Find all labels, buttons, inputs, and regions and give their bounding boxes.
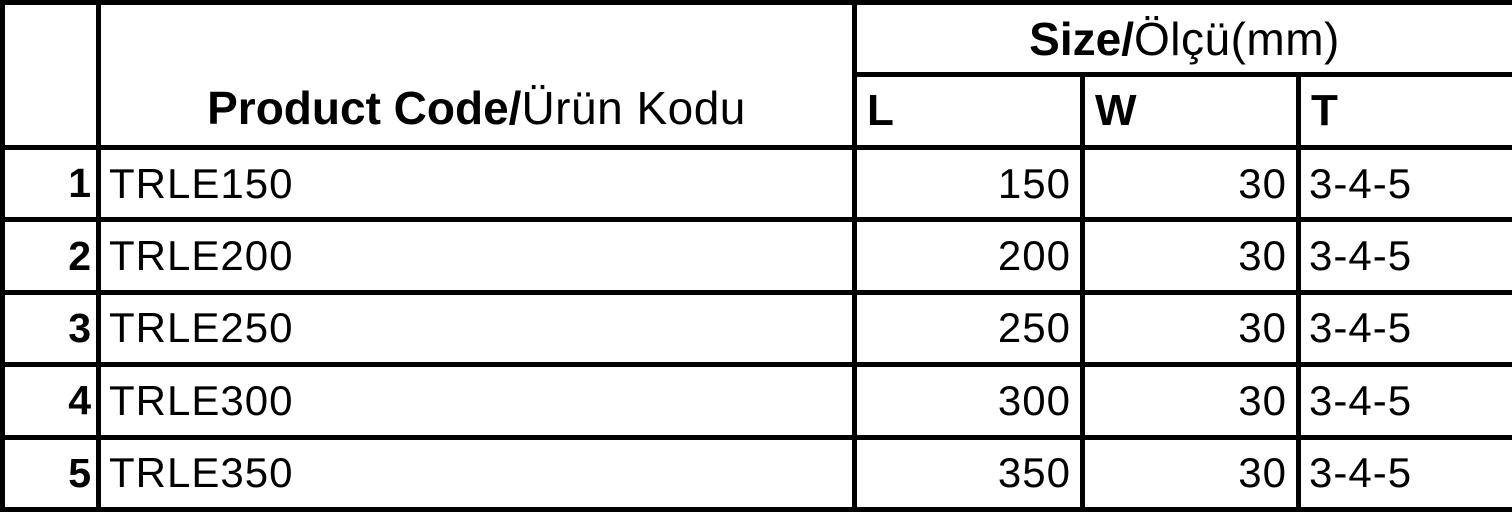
- product-code-header-tr: Ürün Kodu: [521, 82, 746, 134]
- table-row: 5 TRLE350 350 30 3-4-5: [0, 434, 1512, 512]
- header-row-top: Product Code/Ürün Kodu Size/Ölçü(mm): [0, 0, 1512, 150]
- row-number: 1: [0, 144, 101, 223]
- col-header-thickness: T: [1295, 72, 1512, 150]
- row-number-header-cell: [0, 0, 101, 150]
- width-value: 30: [1080, 289, 1301, 368]
- length-value: 150: [852, 144, 1085, 223]
- product-code: TRLE300: [96, 362, 857, 440]
- row-number: 5: [0, 434, 101, 512]
- table-row: 3 TRLE250 250 30 3-4-5: [0, 289, 1512, 368]
- thickness-value: 3-4-5: [1295, 144, 1512, 223]
- width-value: 30: [1080, 434, 1301, 512]
- table-row: 4 TRLE300 300 30 3-4-5: [0, 362, 1512, 440]
- width-value: 30: [1080, 362, 1301, 440]
- width-value: 30: [1080, 217, 1301, 295]
- thickness-value: 3-4-5: [1295, 434, 1512, 512]
- row-number: 3: [0, 289, 101, 368]
- width-value: 30: [1080, 144, 1301, 223]
- row-number: 4: [0, 362, 101, 440]
- thickness-value: 3-4-5: [1295, 289, 1512, 368]
- product-code-header-en: Product Code/: [207, 82, 522, 134]
- length-value: 350: [852, 434, 1085, 512]
- col-header-length: L: [852, 72, 1085, 150]
- table-row: 2 TRLE200 200 30 3-4-5: [0, 217, 1512, 295]
- size-header-cell: Size/Ölçü(mm): [851, 0, 1512, 77]
- thickness-value: 3-4-5: [1295, 362, 1512, 440]
- thickness-value: 3-4-5: [1295, 217, 1512, 295]
- size-header-tr: Ölçü(mm): [1133, 12, 1340, 65]
- length-value: 250: [852, 289, 1085, 368]
- product-code: TRLE250: [96, 289, 857, 368]
- length-value: 300: [852, 362, 1085, 440]
- table-row: 1 TRLE150 150 30 3-4-5: [0, 144, 1512, 223]
- header-row-dimensions: L W T: [3, 72, 1512, 150]
- product-code: TRLE150: [96, 144, 857, 223]
- length-value: 200: [852, 217, 1085, 295]
- product-code: TRLE200: [96, 217, 857, 295]
- col-header-width: W: [1080, 72, 1301, 150]
- product-code-header-cell: Product Code/Ürün Kodu: [96, 0, 857, 150]
- size-header-en: Size/: [1029, 12, 1134, 65]
- row-number: 2: [0, 217, 101, 295]
- product-code: TRLE350: [96, 434, 857, 512]
